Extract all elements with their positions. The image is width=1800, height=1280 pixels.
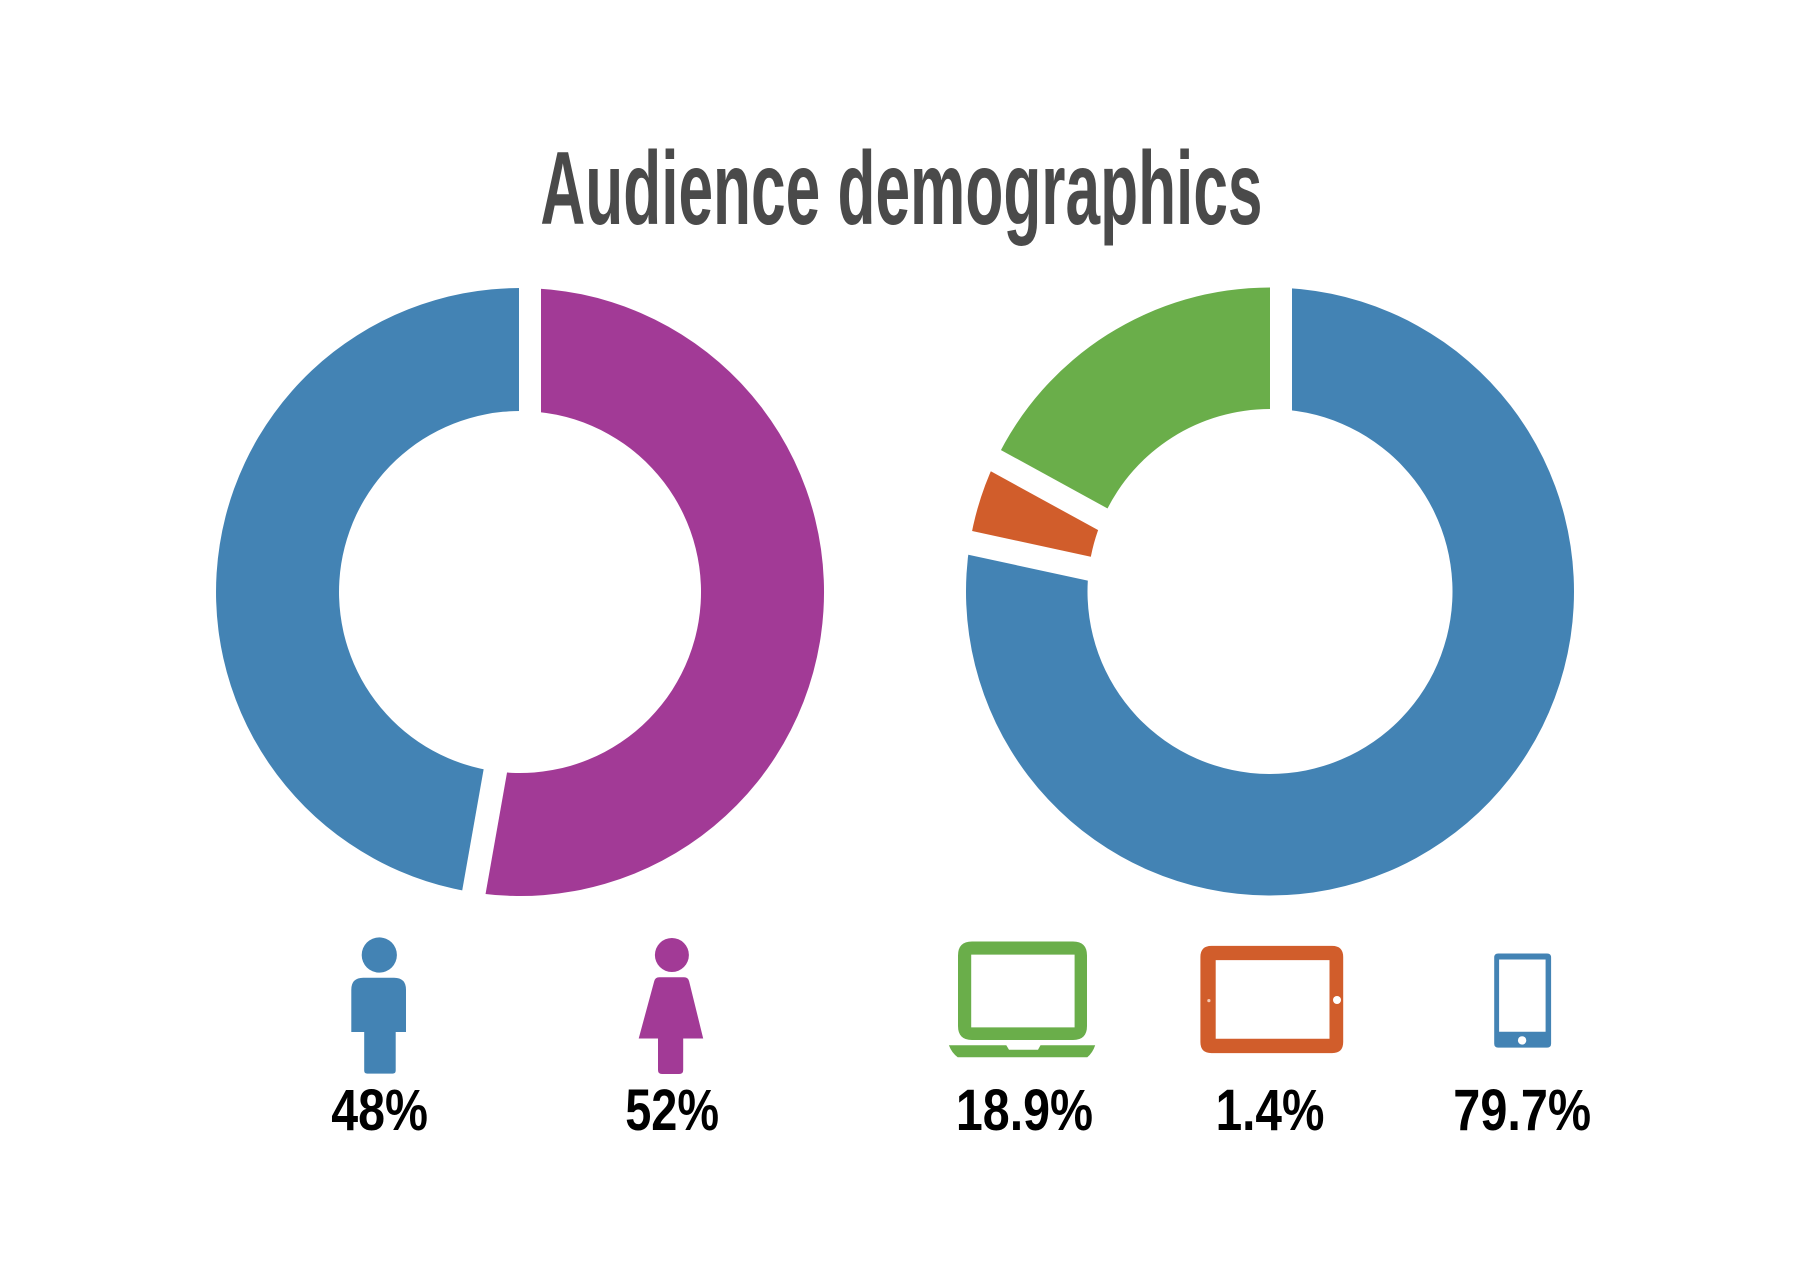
svg-text:79.7%: 79.7% [1453, 1078, 1591, 1143]
svg-text:1.4%: 1.4% [1216, 1078, 1325, 1143]
svg-text:Audience demographics: Audience demographics [540, 131, 1262, 248]
svg-text:18.9%: 18.9% [956, 1078, 1093, 1143]
svg-text:48%: 48% [331, 1078, 428, 1143]
svg-text:52%: 52% [625, 1078, 719, 1143]
